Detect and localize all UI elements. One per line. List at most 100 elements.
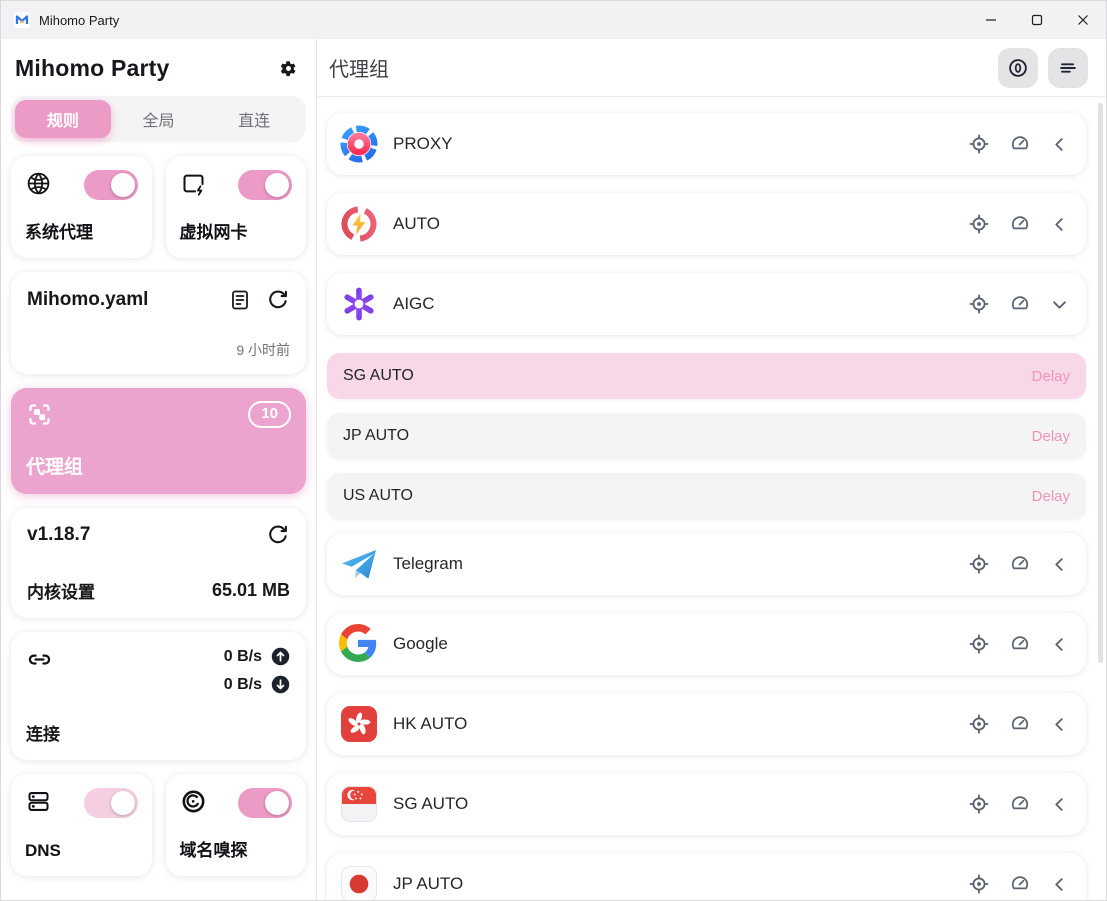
chevron-left-icon[interactable] [1050,215,1069,234]
delay-test-button[interactable] [1009,713,1031,735]
proxy-item-name: JP AUTO [343,427,410,444]
page-title: 代理组 [329,59,389,81]
dns-card[interactable]: DNS [11,774,152,876]
profile-refresh-button[interactable] [266,288,290,312]
chevron-down-icon[interactable] [1050,295,1069,314]
delay-test-button[interactable] [1009,553,1031,575]
system-proxy-label: 系统代理 [25,223,93,242]
refresh-icon [269,525,287,544]
locate-proxy-button[interactable] [968,633,990,655]
layout-toggle-button[interactable] [1048,47,1088,88]
locate-proxy-button[interactable] [968,873,990,895]
proxy-groups-card[interactable]: 10 代理组 [11,388,306,494]
auto-icon [339,204,379,244]
chevron-left-icon[interactable] [1050,795,1069,814]
proxy-delay-label[interactable]: Delay [1031,487,1070,505]
profile-card[interactable]: Mihomo.yaml 9 小时前 [11,272,306,374]
close-icon [1078,15,1088,25]
locate-proxy-button[interactable] [968,553,990,575]
connections-card[interactable]: 0 B/s 0 B/s 连接 [11,632,306,760]
scrollbar[interactable] [1098,103,1103,663]
locate-proxy-button[interactable] [968,713,990,735]
sniffer-toggle[interactable] [238,788,292,818]
chevron-left-icon[interactable] [1050,135,1069,154]
delay-display-toggle-button[interactable] [998,47,1038,88]
list-lines-icon [1060,62,1076,73]
core-card[interactable]: v1.18.7 内核设置 65.01 MB [11,508,306,618]
download-speed: 0 B/s [223,675,262,693]
proxy-group-row[interactable]: AIGC [327,273,1086,335]
delay-test-button[interactable] [1009,633,1031,655]
chevron-left-icon[interactable] [1050,715,1069,734]
mode-tab-1[interactable]: 全局 [142,113,175,130]
refresh-icon [269,290,287,309]
locate-proxy-button[interactable] [968,213,990,235]
proxy-item-name: SG AUTO [343,367,414,384]
dns-server-icon [25,788,52,815]
chevron-left-icon[interactable] [1050,875,1069,894]
delay-test-button[interactable] [1009,213,1031,235]
delay-test-button[interactable] [1009,293,1031,315]
chevron-left-icon[interactable] [1050,555,1069,574]
proxy-item-row[interactable]: JP AUTO Delay [327,413,1086,459]
proxy-group-list: PROXY AUTO AIGC SG AUTO Delay JP AUTO Delay US … [317,97,1106,900]
proxy-delay-label[interactable]: Delay [1031,427,1070,445]
proxy-group-row[interactable]: SG AUTO [327,773,1086,835]
maximize-icon [1031,14,1043,26]
proxy-groups-count-badge: 10 [248,401,291,428]
proxy-item-row[interactable]: SG AUTO Delay [327,353,1086,399]
google-icon [339,624,379,664]
delay-test-button[interactable] [1009,873,1031,895]
proxy-group-row[interactable]: AUTO [327,193,1086,255]
group-name: AIGC [393,294,435,313]
link-icon [26,646,53,673]
settings-button[interactable] [277,57,300,80]
group-name: HK AUTO [393,714,468,733]
profile-updated-time: 9 小时前 [236,342,290,358]
proxy-delay-label[interactable]: Delay [1031,367,1070,385]
close-button[interactable] [1060,1,1106,39]
locate-proxy-button[interactable] [968,293,990,315]
profile-document-icon[interactable] [228,288,252,312]
proxy-groups-label: 代理组 [26,457,84,478]
mode-tab-0[interactable]: 规则 [15,100,111,138]
connections-label: 连接 [26,725,60,744]
dns-label: DNS [25,841,61,860]
group-name: SG AUTO [393,794,469,813]
delay-test-button[interactable] [1009,793,1031,815]
proxy-group-row[interactable]: JP AUTO [327,853,1086,900]
locate-proxy-button[interactable] [968,793,990,815]
main-header: 代理组 [317,39,1106,97]
group-name: JP AUTO [393,874,464,893]
proxy-group-row[interactable]: PROXY [327,113,1086,175]
proxy-item-name: US AUTO [343,487,413,504]
app-logo-icon [14,12,30,28]
proxy-group-row[interactable]: Telegram [327,533,1086,595]
system-proxy-toggle[interactable] [83,170,138,200]
proxy-group-row[interactable]: HK AUTO [327,693,1086,755]
proxy-group-row[interactable]: Google [327,613,1086,675]
proxy-item-row[interactable]: US AUTO Delay [327,473,1086,519]
flag-jp-icon [339,864,379,900]
titlebar-title: Mihomo Party [39,12,120,28]
flag-sg-icon [339,784,379,824]
upload-arrow-icon [271,647,290,666]
mode-tabs: 规则 全局 直连 [11,96,306,142]
proxy-groups-icon [26,401,53,428]
download-arrow-icon [271,675,290,694]
system-proxy-card[interactable]: 系统代理 [11,156,152,258]
delay-test-button[interactable] [1009,133,1031,155]
dns-toggle[interactable] [83,788,138,818]
maximize-button[interactable] [1014,1,1060,39]
tun-toggle[interactable] [238,170,292,200]
core-memory-value: 65.01 MB [211,580,290,600]
sniffer-card[interactable]: 域名嗅探 [165,774,306,876]
chevron-left-icon[interactable] [1050,635,1069,654]
locate-proxy-button[interactable] [968,133,990,155]
core-refresh-button[interactable] [266,523,290,547]
minimize-button[interactable] [968,1,1014,39]
mode-tab-2[interactable]: 直连 [238,113,271,130]
sniffer-icon [180,788,207,815]
tun-card[interactable]: 虚拟网卡 [165,156,306,258]
